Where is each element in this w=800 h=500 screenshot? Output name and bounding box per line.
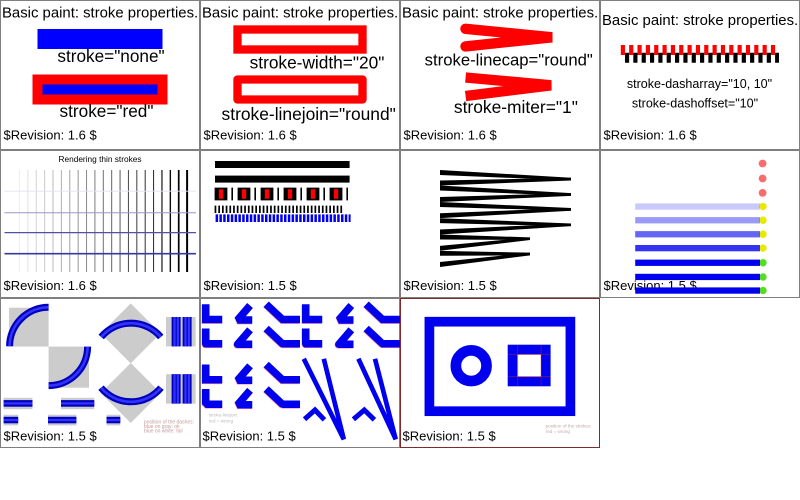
svg-text:Rendering thin strokes: Rendering thin strokes bbox=[58, 154, 141, 164]
svg-text:Basic paint: stroke properties: Basic paint: stroke properties. bbox=[602, 13, 798, 29]
svg-text:stroke-linejoin="round": stroke-linejoin="round" bbox=[222, 104, 396, 124]
svg-text:stroke="red": stroke="red" bbox=[60, 101, 154, 121]
svg-text:red = wrong: red = wrong bbox=[546, 429, 571, 434]
svg-text:$Revision: 1.6 $: $Revision: 1.6 $ bbox=[4, 127, 98, 142]
svg-text:$Revision: 1.6 $: $Revision: 1.6 $ bbox=[404, 127, 498, 142]
svg-text:$Revision: 1.5 $: $Revision: 1.5 $ bbox=[403, 429, 497, 444]
svg-text:stroke-dashoffset="10": stroke-dashoffset="10" bbox=[632, 97, 758, 111]
svg-text:$Revision: 1.5 $: $Revision: 1.5 $ bbox=[4, 429, 98, 444]
svg-text:red = wrong: red = wrong bbox=[209, 419, 234, 424]
svg-text:Basic paint: stroke properties: Basic paint: stroke properties. bbox=[2, 5, 198, 21]
svg-text:position of the strokes:: position of the strokes: bbox=[546, 424, 592, 429]
svg-text:Basic paint: stroke properties: Basic paint: stroke properties. bbox=[402, 5, 598, 21]
svg-text:stroke-dasharray="10, 10": stroke-dasharray="10, 10" bbox=[627, 77, 772, 91]
svg-text:$Revision: 1.6 $: $Revision: 1.6 $ bbox=[4, 278, 98, 293]
svg-text:blue on white: fail: blue on white: fail bbox=[144, 428, 183, 434]
svg-text:$Revision: 1.5 $: $Revision: 1.5 $ bbox=[204, 278, 298, 293]
svg-text:$Revision: 1.6 $: $Revision: 1.6 $ bbox=[204, 127, 298, 142]
svg-text:stroke-width="20": stroke-width="20" bbox=[250, 53, 385, 73]
svg-text:blue on gray: ok: blue on gray: ok bbox=[144, 424, 180, 430]
svg-text:stroke-linecap="round": stroke-linecap="round" bbox=[425, 50, 593, 69]
svg-text:$Revision: 1.5 $: $Revision: 1.5 $ bbox=[203, 429, 297, 444]
svg-text:stroke="none": stroke="none" bbox=[57, 46, 164, 66]
svg-text:stroke-linejoin:: stroke-linejoin: bbox=[209, 413, 239, 418]
svg-text:Basic paint: stroke properties: Basic paint: stroke properties. bbox=[202, 5, 398, 21]
svg-text:$Revision: 1.5 $: $Revision: 1.5 $ bbox=[404, 278, 498, 293]
svg-text:position of the dashes:: position of the dashes: bbox=[144, 419, 194, 425]
svg-text:$Revision: 1.6 $: $Revision: 1.6 $ bbox=[604, 127, 698, 142]
svg-text:stroke-miter="1": stroke-miter="1" bbox=[454, 97, 578, 117]
